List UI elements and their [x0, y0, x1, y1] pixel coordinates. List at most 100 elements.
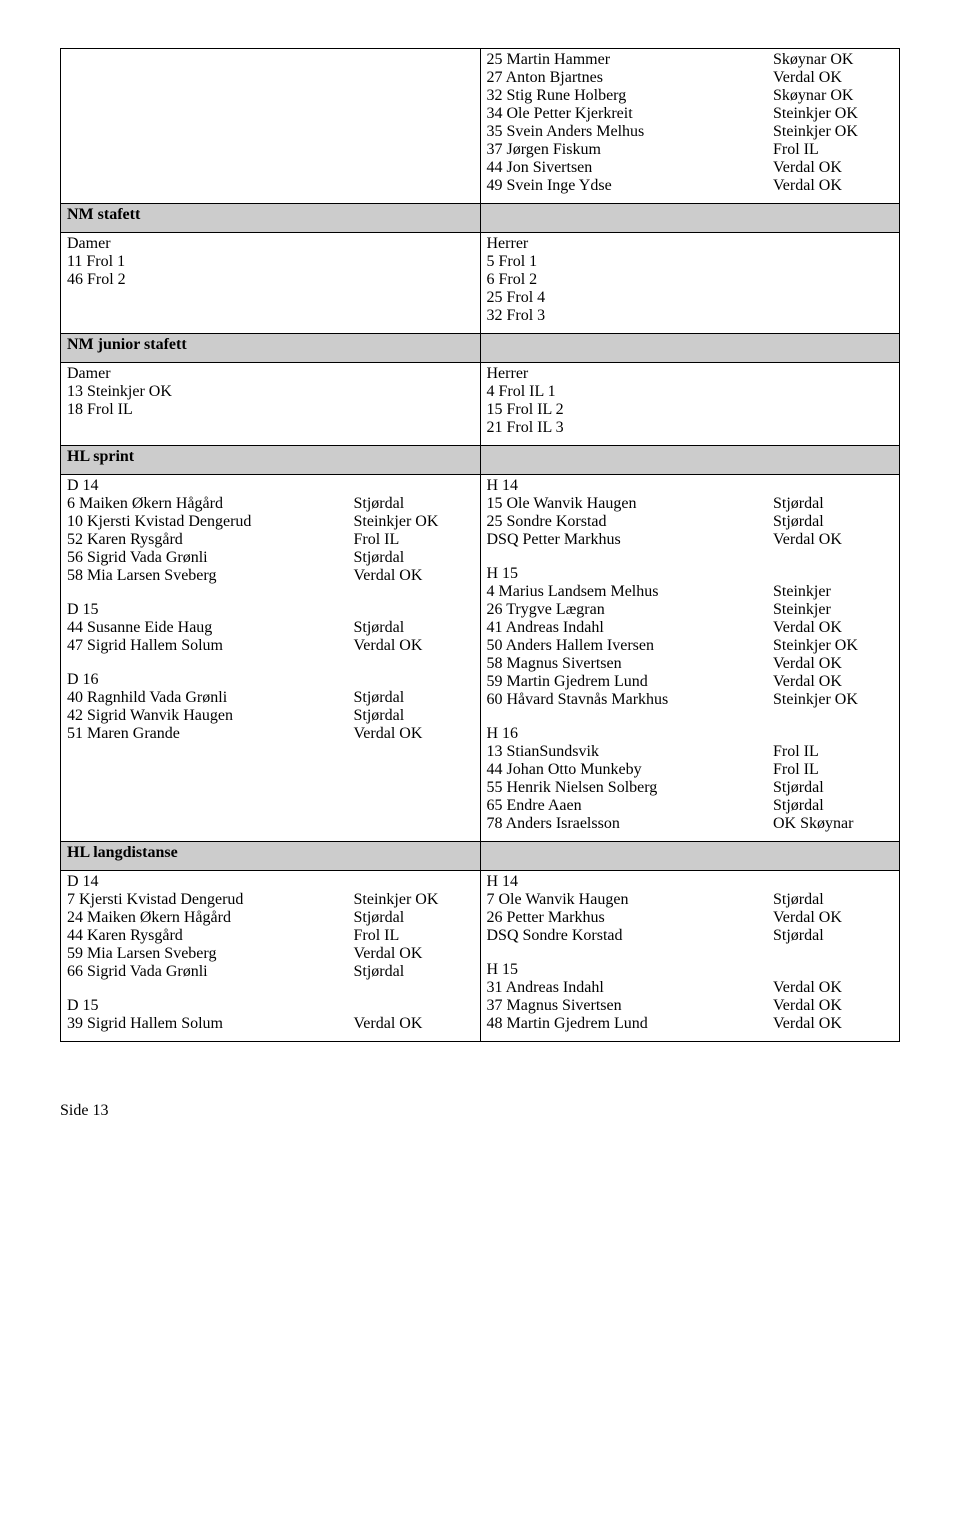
- hl-lang-left: D 147 Kjersti Kvistad DengerudSteinkjer …: [61, 871, 481, 1042]
- result-club: Stjørdal: [354, 963, 474, 981]
- result-name: 35 Svein Anders Melhus: [487, 123, 774, 141]
- result-row: 44 Susanne Eide HaugStjørdal: [67, 619, 474, 637]
- result-name: 48 Martin Gjedrem Lund: [487, 1015, 774, 1033]
- result-row: 37 Magnus SivertsenVerdal OK: [487, 997, 894, 1015]
- result-name: 58 Mia Larsen Sveberg: [67, 567, 354, 585]
- result-club: Verdal OK: [773, 997, 893, 1015]
- result-club: Skøynar OK: [773, 87, 893, 105]
- text-line: 15 Frol IL 2: [487, 401, 894, 419]
- result-name: 49 Svein Inge Ydse: [487, 177, 774, 195]
- text-line: Herrer: [487, 235, 894, 253]
- result-name: 34 Ole Petter Kjerkreit: [487, 105, 774, 123]
- result-row: 59 Mia Larsen SvebergVerdal OK: [67, 945, 474, 963]
- hl-sprint-right: H 1415 Ole Wanvik HaugenStjørdal25 Sondr…: [480, 475, 900, 842]
- result-name: 15 Ole Wanvik Haugen: [487, 495, 774, 513]
- result-club: Verdal OK: [773, 159, 893, 177]
- result-name: 52 Karen Rysgård: [67, 531, 354, 549]
- result-club: Stjørdal: [773, 779, 893, 797]
- result-club: Frol IL: [354, 531, 474, 549]
- result-row: 37 Jørgen FiskumFrol IL: [487, 141, 894, 159]
- result-club: Verdal OK: [354, 945, 474, 963]
- result-row: 35 Svein Anders MelhusSteinkjer OK: [487, 123, 894, 141]
- result-name: 66 Sigrid Vada Grønli: [67, 963, 354, 981]
- result-club: Steinkjer: [773, 583, 893, 601]
- text-line: 5 Frol 1: [487, 253, 894, 271]
- text-line: Herrer: [487, 365, 894, 383]
- text-line: Damer: [67, 235, 474, 253]
- text-line: 25 Frol 4: [487, 289, 894, 307]
- result-row: DSQ Petter MarkhusVerdal OK: [487, 531, 894, 549]
- blank-line: [487, 945, 894, 961]
- result-name: 13 StianSundsvik: [487, 743, 774, 761]
- result-name: 4 Marius Landsem Melhus: [487, 583, 774, 601]
- result-name: 37 Magnus Sivertsen: [487, 997, 774, 1015]
- result-name: 26 Petter Markhus: [487, 909, 774, 927]
- result-name: 50 Anders Hallem Iversen: [487, 637, 774, 655]
- result-name: 44 Susanne Eide Haug: [67, 619, 354, 637]
- result-name: 24 Maiken Økern Hågård: [67, 909, 354, 927]
- result-row: 66 Sigrid Vada GrønliStjørdal: [67, 963, 474, 981]
- nm-junior-herrer: Herrer4 Frol IL 115 Frol IL 221 Frol IL …: [480, 363, 900, 446]
- result-row: 52 Karen RysgårdFrol IL: [67, 531, 474, 549]
- result-club: Steinkjer OK: [773, 691, 893, 709]
- result-row: 59 Martin Gjedrem LundVerdal OK: [487, 673, 894, 691]
- result-name: 56 Sigrid Vada Grønli: [67, 549, 354, 567]
- section-header-hl-sprint: HL sprint: [61, 446, 481, 475]
- text-line: H 14: [487, 873, 894, 891]
- result-name: 25 Sondre Korstad: [487, 513, 774, 531]
- text-line: D 15: [67, 997, 474, 1015]
- result-name: 41 Andreas Indahl: [487, 619, 774, 637]
- result-name: 6 Maiken Økern Hågård: [67, 495, 354, 513]
- result-club: Steinkjer OK: [354, 891, 474, 909]
- result-name: 44 Karen Rysgård: [67, 927, 354, 945]
- result-name: DSQ Sondre Korstad: [487, 927, 774, 945]
- result-row: 58 Mia Larsen SvebergVerdal OK: [67, 567, 474, 585]
- result-row: 6 Maiken Økern HågårdStjørdal: [67, 495, 474, 513]
- text-line: Damer: [67, 365, 474, 383]
- text-line: D 14: [67, 477, 474, 495]
- text-line: 6 Frol 2: [487, 271, 894, 289]
- result-row: 13 StianSundsvikFrol IL: [487, 743, 894, 761]
- page-footer: Side 13: [60, 1102, 900, 1120]
- result-row: 41 Andreas IndahlVerdal OK: [487, 619, 894, 637]
- result-row: 44 Johan Otto MunkebyFrol IL: [487, 761, 894, 779]
- nm-stafett-herrer: Herrer5 Frol 16 Frol 225 Frol 432 Frol 3: [480, 233, 900, 334]
- result-club: Verdal OK: [773, 1015, 893, 1033]
- result-row: 40 Ragnhild Vada GrønliStjørdal: [67, 689, 474, 707]
- text-line: H 15: [487, 565, 894, 583]
- section-header-hl-lang-right: [480, 842, 900, 871]
- result-row: 4 Marius Landsem MelhusSteinkjer: [487, 583, 894, 601]
- result-name: 27 Anton Bjartnes: [487, 69, 774, 87]
- result-club: Frol IL: [773, 743, 893, 761]
- result-name: 59 Martin Gjedrem Lund: [487, 673, 774, 691]
- hl-lang-right: H 147 Ole Wanvik HaugenStjørdal26 Petter…: [480, 871, 900, 1042]
- text-line: D 15: [67, 601, 474, 619]
- result-club: Stjørdal: [354, 707, 474, 725]
- hl-sprint-left: D 146 Maiken Økern HågårdStjørdal10 Kjer…: [61, 475, 481, 842]
- result-club: Verdal OK: [354, 567, 474, 585]
- result-club: Frol IL: [773, 141, 893, 159]
- result-club: Steinkjer OK: [354, 513, 474, 531]
- result-name: 40 Ragnhild Vada Grønli: [67, 689, 354, 707]
- result-row: 39 Sigrid Hallem SolumVerdal OK: [67, 1015, 474, 1033]
- result-name: 42 Sigrid Wanvik Haugen: [67, 707, 354, 725]
- result-name: 31 Andreas Indahl: [487, 979, 774, 997]
- result-club: Frol IL: [773, 761, 893, 779]
- section-header-nm-junior: NM junior stafett: [61, 334, 481, 363]
- result-name: 65 Endre Aaen: [487, 797, 774, 815]
- nm-junior-damer: Damer13 Steinkjer OK18 Frol IL: [61, 363, 481, 446]
- result-row: 32 Stig Rune HolbergSkøynar OK: [487, 87, 894, 105]
- text-line: 13 Steinkjer OK: [67, 383, 474, 401]
- text-line: 46 Frol 2: [67, 271, 474, 289]
- result-name: 55 Henrik Nielsen Solberg: [487, 779, 774, 797]
- result-row: 31 Andreas IndahlVerdal OK: [487, 979, 894, 997]
- result-row: 44 Karen RysgårdFrol IL: [67, 927, 474, 945]
- result-name: 10 Kjersti Kvistad Dengerud: [67, 513, 354, 531]
- text-line: 21 Frol IL 3: [487, 419, 894, 437]
- result-name: 7 Kjersti Kvistad Dengerud: [67, 891, 354, 909]
- result-name: 25 Martin Hammer: [487, 51, 774, 69]
- result-row: 15 Ole Wanvik HaugenStjørdal: [487, 495, 894, 513]
- result-name: 39 Sigrid Hallem Solum: [67, 1015, 354, 1033]
- result-row: 27 Anton BjartnesVerdal OK: [487, 69, 894, 87]
- result-row: 60 Håvard Stavnås MarkhusSteinkjer OK: [487, 691, 894, 709]
